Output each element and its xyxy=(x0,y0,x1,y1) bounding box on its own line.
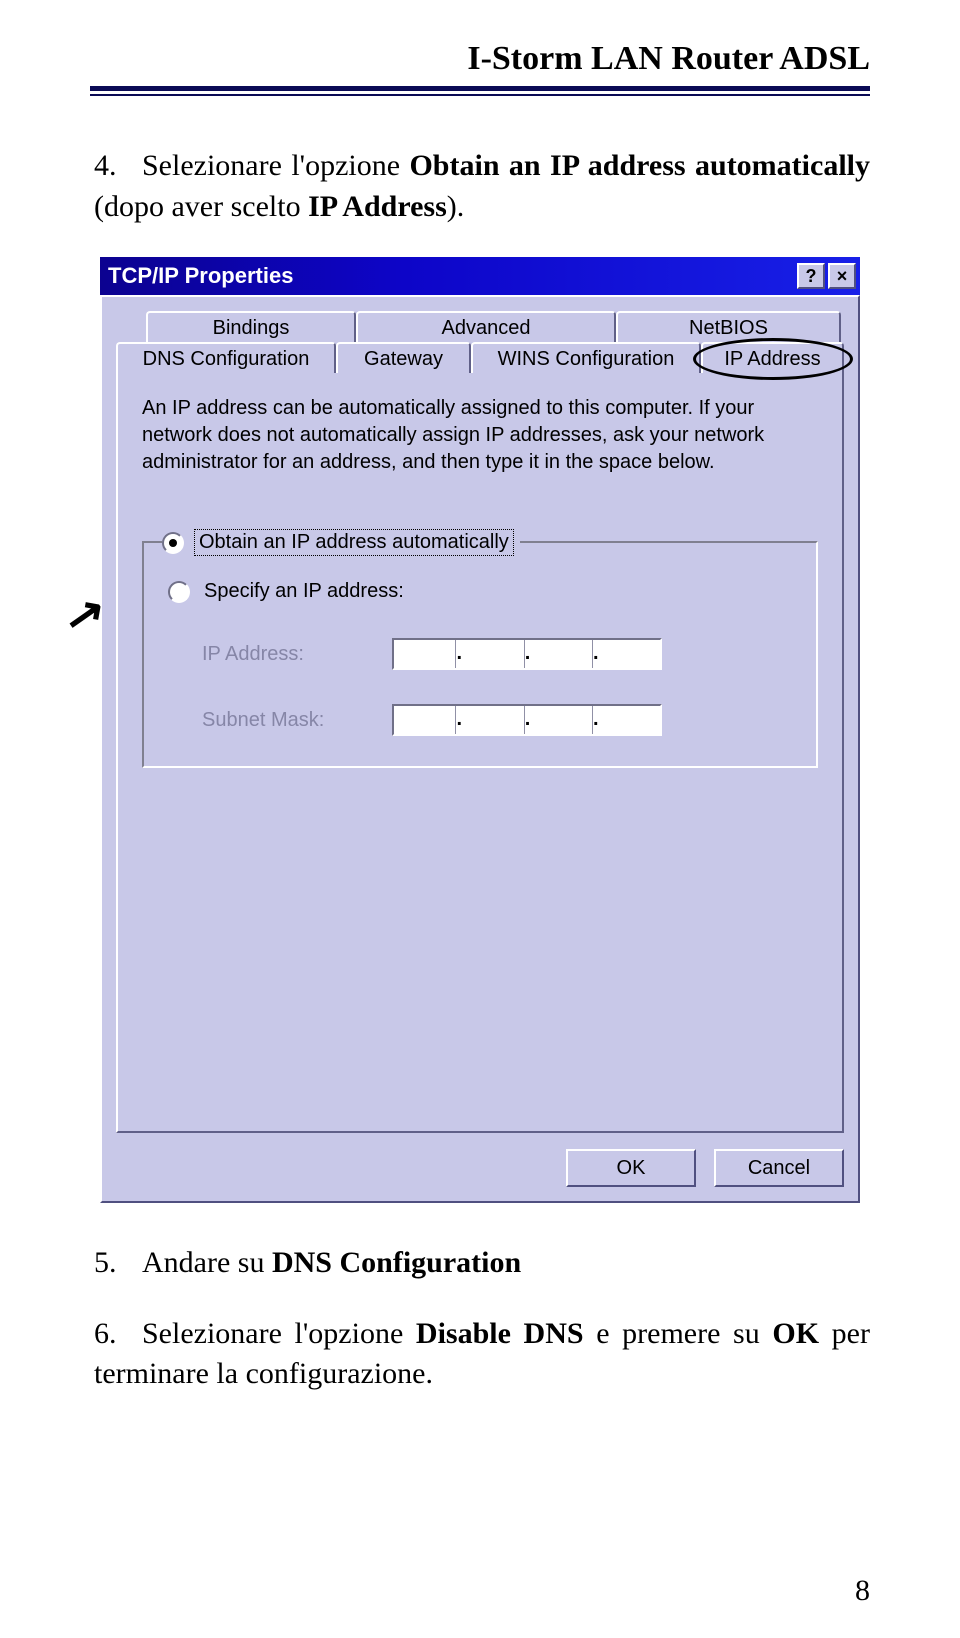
ip-radio-group: Obtain an IP address automatically Speci… xyxy=(142,541,818,768)
subnet-mask-input[interactable]: . . . xyxy=(392,704,662,736)
ip-seg-2[interactable] xyxy=(462,640,524,668)
radio-specify-icon xyxy=(168,581,190,603)
tab-dns-configuration[interactable]: DNS Configuration xyxy=(116,342,336,373)
step-6-bold2: OK xyxy=(772,1317,819,1350)
subnet-mask-field-row: Subnet Mask: . . . xyxy=(202,704,792,736)
step-6-bold1: Disable DNS xyxy=(416,1317,584,1350)
radio-dot-icon xyxy=(169,539,177,547)
dialog-titlebar: TCP/IP Properties ? × xyxy=(100,257,860,295)
header-rule xyxy=(90,86,870,96)
ip-address-panel: An IP address can be automatically assig… xyxy=(116,373,844,1133)
radio-specify[interactable]: Specify an IP address: xyxy=(168,579,792,604)
document-header: I-Storm LAN Router ADSL xyxy=(90,40,870,86)
close-button[interactable]: × xyxy=(828,263,856,289)
radio-obtain-auto[interactable]: Obtain an IP address automatically xyxy=(162,529,520,556)
mask-seg-1[interactable] xyxy=(394,706,456,734)
ip-address-field-row: IP Address: . . . xyxy=(202,638,792,670)
tab-netbios[interactable]: NetBIOS xyxy=(616,311,841,342)
step-4-end: ). xyxy=(447,190,465,223)
ip-seg-3[interactable] xyxy=(531,640,593,668)
step-4-text: 4.Selezionare l'opzione Obtain an IP add… xyxy=(90,146,870,227)
radio-obtain-auto-label: Obtain an IP address automatically xyxy=(194,529,514,556)
step-4-num: 4. xyxy=(94,146,142,187)
step-5-bold1: DNS Configuration xyxy=(272,1246,521,1279)
step-5-num: 5. xyxy=(94,1243,142,1284)
step-4-pre: Selezionare l'opzione xyxy=(142,149,409,182)
step-4-bold1: Obtain an IP address automatically xyxy=(409,149,870,182)
tab-gateway[interactable]: Gateway xyxy=(336,342,471,373)
mask-seg-4[interactable] xyxy=(599,706,660,734)
mask-seg-3[interactable] xyxy=(531,706,593,734)
mask-seg-2[interactable] xyxy=(462,706,524,734)
ip-seg-1[interactable] xyxy=(394,640,456,668)
step-6-mid: e premere su xyxy=(584,1317,773,1350)
tabs-row-front: DNS Configuration Gateway WINS Configura… xyxy=(116,342,844,373)
ok-button[interactable]: OK xyxy=(566,1149,696,1187)
step-4-mid: (dopo aver scelto xyxy=(94,190,308,223)
tab-ip-address-label: IP Address xyxy=(724,348,820,370)
step-5-pre: Andare su xyxy=(142,1246,272,1279)
dialog-title: TCP/IP Properties xyxy=(108,263,794,289)
tab-wins-configuration[interactable]: WINS Configuration xyxy=(471,342,701,373)
tabs-row-back: Bindings Advanced NetBIOS xyxy=(146,311,844,342)
step-6-num: 6. xyxy=(94,1314,142,1355)
cancel-button[interactable]: Cancel xyxy=(714,1149,844,1187)
ip-seg-4[interactable] xyxy=(599,640,660,668)
step-5-text: 5.Andare su DNS Configuration xyxy=(90,1243,870,1284)
radio-obtain-auto-icon xyxy=(162,532,184,554)
dialog-body: Bindings Advanced NetBIOS DNS Configurat… xyxy=(100,295,860,1203)
radio-specify-label: Specify an IP address: xyxy=(200,579,408,604)
step-4-bold2: IP Address xyxy=(308,190,447,223)
ip-address-label: IP Address: xyxy=(202,643,392,666)
ip-address-input[interactable]: . . . xyxy=(392,638,662,670)
tcpip-dialog: ↗ TCP/IP Properties ? × Bindings Advance… xyxy=(100,257,860,1203)
help-button[interactable]: ? xyxy=(797,263,825,289)
panel-description: An IP address can be automatically assig… xyxy=(142,395,818,476)
tab-ip-address[interactable]: IP Address xyxy=(701,342,844,373)
step-6-text: 6.Selezionare l'opzione Disable DNS e pr… xyxy=(90,1314,870,1395)
dialog-button-row: OK Cancel xyxy=(116,1149,844,1187)
subnet-mask-label: Subnet Mask: xyxy=(202,709,392,732)
page-number: 8 xyxy=(855,1574,870,1608)
tab-advanced[interactable]: Advanced xyxy=(356,311,616,342)
step-6-pre: Selezionare l'opzione xyxy=(142,1317,416,1350)
tab-bindings[interactable]: Bindings xyxy=(146,311,356,342)
